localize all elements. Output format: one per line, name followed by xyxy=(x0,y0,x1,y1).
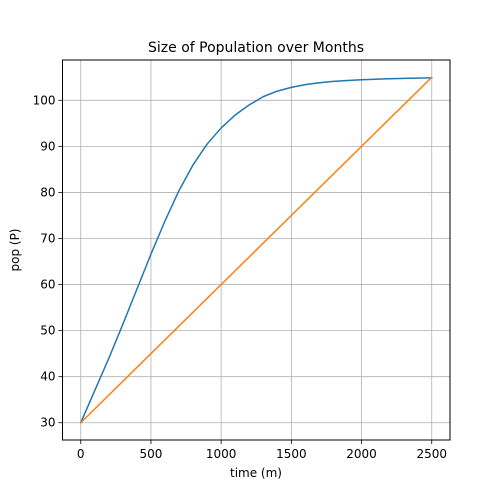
y-tick-label: 90 xyxy=(40,139,55,153)
chart-title: Size of Population over Months xyxy=(148,40,364,56)
y-tick-label: 80 xyxy=(40,185,55,199)
x-axis-label: time (m) xyxy=(230,466,282,480)
y-tick-label: 40 xyxy=(40,370,55,384)
y-tick-label: 60 xyxy=(40,278,55,292)
y-tick-label: 50 xyxy=(40,324,55,338)
ticks: 0 500 1000 1500 2000 2500 30 40 50 60 70 80 90 100 xyxy=(33,93,447,461)
series-line-1 xyxy=(79,76,433,424)
y-tick-label: 100 xyxy=(33,93,56,107)
x-tick-label: 0 xyxy=(77,447,85,461)
x-tick-label: 1000 xyxy=(206,447,237,461)
x-tick-label: 1500 xyxy=(276,447,307,461)
y-axis-label: pop (P) xyxy=(8,229,22,272)
x-tick-label: 500 xyxy=(139,447,162,461)
series-layer xyxy=(79,76,433,424)
x-tick-label: 2500 xyxy=(416,447,447,461)
x-tick-label: 2000 xyxy=(346,447,377,461)
series-line-2 xyxy=(79,76,433,424)
plot-area-frame xyxy=(62,59,451,441)
y-tick-label: 70 xyxy=(40,231,55,245)
y-tick-label: 30 xyxy=(40,416,55,430)
